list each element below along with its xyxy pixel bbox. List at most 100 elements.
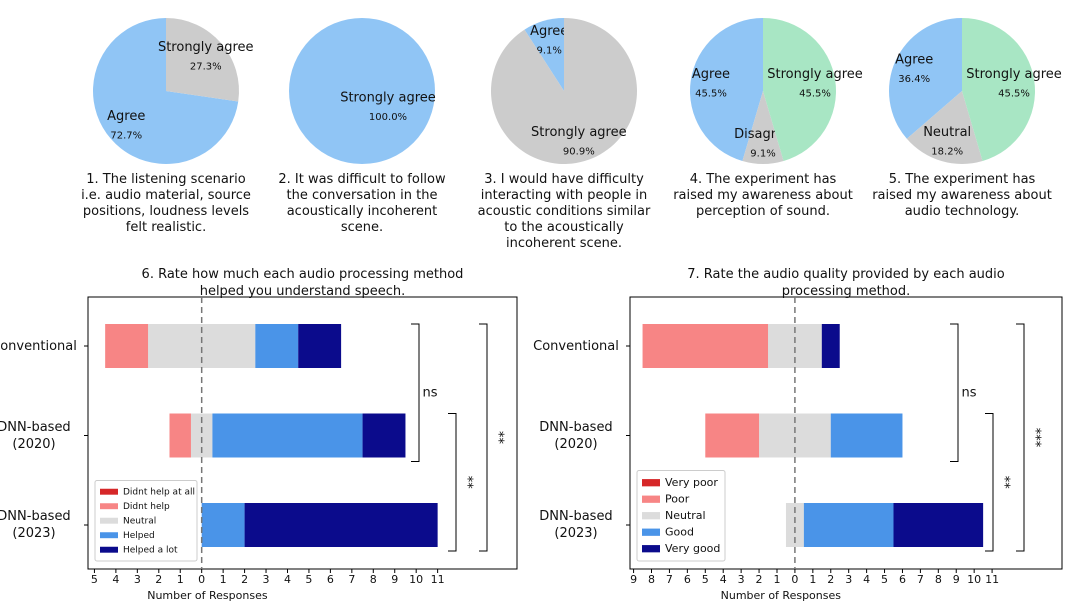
- x-tick-label: 7: [917, 573, 924, 586]
- x-tick-label: 1: [220, 573, 227, 586]
- pie-slice: [889, 18, 962, 139]
- x-tick-label: 8: [370, 573, 377, 586]
- significance-bracket: [1016, 323, 1025, 552]
- legend-label: Helped: [123, 531, 155, 541]
- legend-swatch: [100, 488, 118, 495]
- legend-label: Very poor: [665, 476, 718, 489]
- pie-caption: 3. I would have difficulty interacting w…: [477, 172, 651, 251]
- x-tick-label: 11: [985, 573, 999, 586]
- x-tick-label: 1: [177, 573, 184, 586]
- x-tick-label: 9: [630, 573, 637, 586]
- x-tick-label: 1: [773, 573, 780, 586]
- pie-caption: 5. The experiment has raised my awarenes…: [872, 172, 1052, 219]
- legend-swatch: [642, 479, 660, 487]
- pie-slice: [742, 91, 784, 164]
- bar-segment: [362, 413, 406, 458]
- bar-segment: [803, 503, 894, 547]
- x-tick-label: 10: [967, 573, 981, 586]
- legend-swatch: [642, 512, 660, 520]
- pie-label: Neutral: [923, 125, 971, 140]
- pie-value-label: 18.2%: [931, 146, 963, 157]
- legend-swatch: [642, 545, 660, 553]
- legend-label: Didnt help at all: [123, 487, 195, 497]
- significance-label: **: [997, 476, 1012, 490]
- x-tick-label: 3: [134, 573, 141, 586]
- pie-slice: [289, 18, 435, 164]
- bar-segment: [190, 413, 213, 458]
- x-tick-label: 7: [666, 573, 673, 586]
- pie-slice: [166, 18, 240, 102]
- x-tick-label: 4: [112, 573, 119, 586]
- significance-label: **: [491, 431, 506, 445]
- bar-segment: [298, 324, 342, 368]
- bar-segment: [201, 503, 245, 547]
- y-tick-label: Conventional: [0, 338, 77, 354]
- x-tick-label: 5: [881, 573, 888, 586]
- x-tick-label: 5: [702, 573, 709, 586]
- legend-swatch: [100, 517, 118, 524]
- legend-box: [94, 480, 198, 562]
- x-tick-label: 4: [720, 573, 727, 586]
- x-tick-label: 3: [845, 573, 852, 586]
- pie-label: Strongly agree: [966, 67, 1062, 82]
- bar-segment: [169, 413, 191, 458]
- x-tick-label: 11: [431, 573, 445, 586]
- x-tick-label: 10: [409, 573, 423, 586]
- plot-frame: [87, 296, 518, 570]
- pie-slice: [491, 18, 637, 165]
- pie-slice: [93, 18, 239, 164]
- y-tick-label: DNN-based (2023): [0, 509, 71, 541]
- x-tick-label: 7: [348, 573, 355, 586]
- bar-segment: [244, 503, 438, 547]
- x-tick-label: 8: [648, 573, 655, 586]
- x-tick-label: 8: [935, 573, 942, 586]
- pie-slice: [962, 18, 1035, 162]
- x-tick-label: 5: [305, 573, 312, 586]
- bar-segment: [642, 324, 769, 368]
- legend-label: Neutral: [665, 509, 706, 522]
- legend-box: [636, 470, 726, 562]
- x-tick-label: 9: [953, 573, 960, 586]
- x-tick-label: 2: [756, 573, 763, 586]
- pie-caption: 2. It was difficult to follow the conver…: [278, 172, 446, 235]
- pie-value-label: 72.7%: [110, 130, 142, 141]
- pie-value-label: 100.0%: [369, 112, 407, 123]
- legend-label: Didnt help: [123, 502, 170, 512]
- x-tick-label: 0: [198, 573, 205, 586]
- legend-swatch: [100, 546, 118, 553]
- y-tick-label: DNN-based (2020): [0, 419, 71, 452]
- pie-caption: 1. The listening scenario i.e. audio mat…: [81, 172, 251, 235]
- bar-segment: [893, 503, 984, 547]
- plot-frame: [629, 296, 1063, 570]
- x-tick-label: 6: [327, 573, 334, 586]
- significance-bracket: [985, 413, 994, 552]
- pie-label: Agree: [107, 109, 145, 124]
- pie-caption: 4. The experiment has raised my awarenes…: [673, 172, 853, 219]
- x-tick-label: 9: [391, 573, 398, 586]
- legend-label: Helped a lot: [123, 545, 178, 555]
- pie-value-label: 9.1%: [750, 149, 775, 160]
- x-tick-label: 1: [809, 573, 816, 586]
- legend-swatch: [100, 532, 118, 539]
- pie-value-label: 45.5%: [799, 89, 831, 100]
- y-tick-label: DNN-based (2020): [539, 419, 613, 452]
- pie-label: Strongly agree: [767, 67, 863, 82]
- bar-segment: [212, 413, 363, 458]
- legend-swatch: [642, 495, 660, 503]
- x-tick-label: 2: [241, 573, 248, 586]
- pie-slice: [763, 18, 836, 162]
- pie-value-label: 45.5%: [695, 89, 727, 100]
- x-tick-label: 3: [738, 573, 745, 586]
- pie-slice: [690, 18, 763, 162]
- x-tick-label: 0: [791, 573, 798, 586]
- pie-value-label: 90.9%: [563, 146, 595, 157]
- significance-bracket: [950, 323, 959, 462]
- significance-label: **: [460, 476, 475, 490]
- legend-label: Poor: [665, 492, 690, 505]
- significance-label: ***: [1028, 428, 1043, 448]
- legend-swatch: [642, 528, 660, 536]
- significance-bracket: [411, 323, 420, 462]
- pie-value-label: 9.1%: [536, 46, 561, 57]
